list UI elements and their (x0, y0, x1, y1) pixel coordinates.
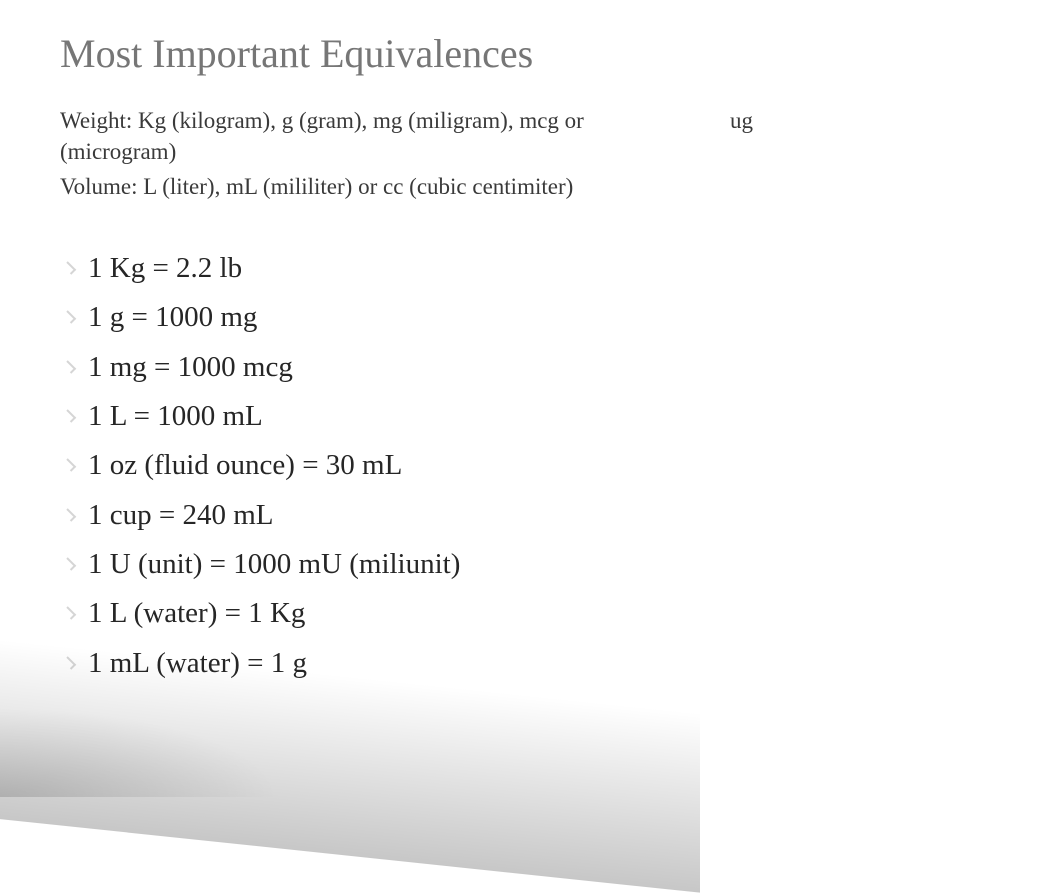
weight-ug-text: ug (730, 105, 753, 136)
weight-continuation: (microgram) (60, 136, 1002, 167)
weight-definition: Weight: Kg (kilogram), g (gram), mg (mil… (60, 105, 1002, 167)
slide-title: Most Important Equivalences (60, 30, 1002, 77)
list-item: 1 g = 1000 mg (88, 293, 1002, 342)
list-item: 1 L = 1000 mL (88, 392, 1002, 441)
weight-main-text: Weight: Kg (kilogram), g (gram), mg (mil… (60, 105, 730, 136)
list-item: 1 L (water) = 1 Kg (88, 589, 1002, 638)
list-item: 1 U (unit) = 1000 mU (miliunit) (88, 540, 1002, 589)
list-item: 1 mg = 1000 mcg (88, 343, 1002, 392)
decorative-shadow-base (0, 707, 280, 797)
list-item: 1 oz (fluid ounce) = 30 mL (88, 441, 1002, 490)
list-item: 1 cup = 240 mL (88, 491, 1002, 540)
slide-container: Most Important Equivalences Weight: Kg (… (0, 0, 1062, 797)
subtitle-block: Weight: Kg (kilogram), g (gram), mg (mil… (60, 105, 1002, 202)
equivalence-list: 1 Kg = 2.2 lb 1 g = 1000 mg 1 mg = 1000 … (60, 244, 1002, 688)
volume-definition: Volume: L (liter), mL (mililiter) or cc … (60, 171, 1002, 202)
list-item: 1 mL (water) = 1 g (88, 639, 1002, 688)
list-item: 1 Kg = 2.2 lb (88, 244, 1002, 293)
